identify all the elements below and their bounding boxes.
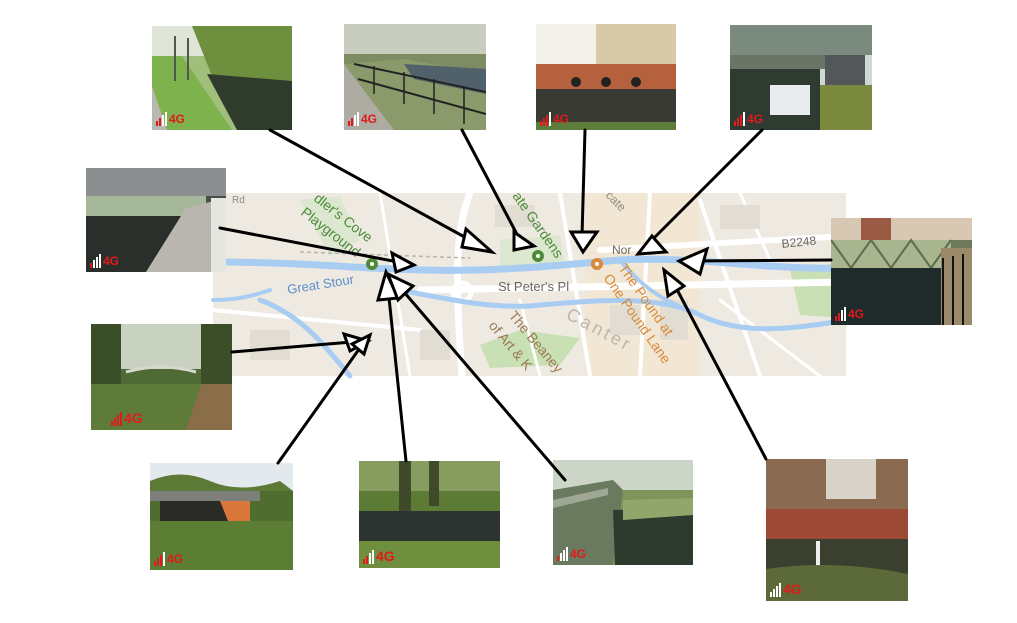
signal-indicator: 4G [557,547,586,561]
photo-weir-image [766,459,908,601]
photo-green-bridge: 4G [831,218,972,325]
signal-indicator: 4G [156,112,185,126]
photo-underpass-image [86,168,226,272]
signal-bars-icon [734,112,745,126]
signal-indicator: 4G [363,548,395,564]
photo-woodland-bridge: 4G [91,324,232,430]
signal-label: 4G [169,112,186,126]
arrow-line [268,128,472,242]
signal-indicator: 4G [770,581,802,597]
signal-indicator: 4G [835,307,864,321]
photo-river-wall-image [536,24,676,130]
photo-railing-path: 4G [344,24,486,130]
photo-green-bridge-image [831,218,972,325]
poi-gardens-marker [532,250,544,262]
signal-bars-icon [835,307,846,321]
arrowhead-icon [568,230,600,255]
signal-bars-icon [156,112,167,126]
signal-label: 4G [553,112,570,126]
photo-wooden-bridge: 4G [553,460,693,565]
label-st-peters: St Peter's Pl [498,279,569,294]
arrow-line [580,128,587,238]
arrow-line [276,343,364,465]
arrowhead-icon [634,233,670,256]
photo-riverbank-image [359,461,500,568]
signal-bars-icon [348,112,359,126]
signal-label: 4G [103,254,120,268]
label-rd: Rd [232,195,245,206]
signal-label: 4G [376,548,395,564]
arrowhead-icon [661,266,687,299]
signal-indicator: 4G [540,112,569,126]
arrowhead-icon [349,332,373,357]
signal-indicator: 4G [348,112,377,126]
arrowhead-icon [389,250,418,275]
signal-bars-icon [363,550,374,564]
arrow-line [396,283,567,482]
photo-footbridge: 4G [730,25,872,130]
signal-bars-icon [90,254,101,268]
arrowhead-icon [460,226,497,255]
photo-woodland-bridge-image [91,324,232,430]
signal-bars-icon [770,583,781,597]
signal-label: 4G [747,112,764,126]
signal-label: 4G [361,112,378,126]
photo-road-bridge: 4G [150,463,293,570]
photo-railing-path-image [344,24,486,130]
signal-bars-icon [557,547,568,561]
photo-towpath-willows: 4G [152,26,292,130]
arrow-line [648,128,764,244]
signal-indicator: 4G [111,410,143,426]
signal-label: 4G [783,581,802,597]
signal-label: 4G [570,547,587,561]
signal-label: 4G [848,307,865,321]
signal-indicator: 4G [90,254,119,268]
photo-underpass: 4G [86,168,226,272]
photo-towpath-willows-image [152,26,292,130]
arrow-line [670,278,768,461]
signal-bars-icon [111,412,122,426]
label-road: B2248 [781,233,817,251]
signal-label: 4G [124,410,143,426]
poi-pound-marker [591,258,603,270]
arrowhead-icon [675,246,710,277]
photo-river-wall: 4G [536,24,676,130]
photo-riverbank: 4G [359,461,500,568]
photo-weir: 4G [766,459,908,601]
label-nor: Nor [612,243,631,257]
photo-footbridge-image [730,25,872,130]
arrow-line [386,286,408,463]
signal-label: 4G [167,552,184,566]
poi-green-marker [366,258,378,270]
arrowhead-icon [512,229,538,252]
photo-road-bridge-image [150,463,293,570]
arrow-line [690,258,833,263]
arrowhead-icon [385,271,416,303]
signal-indicator: 4G [154,552,183,566]
arrow-line [230,340,354,354]
signal-indicator: 4G [734,112,763,126]
map-base [209,189,850,380]
signal-bars-icon [154,552,165,566]
photo-wooden-bridge-image [553,460,693,565]
arrow-line [460,128,522,242]
arrow-line [218,226,400,264]
signal-bars-icon [540,112,551,126]
